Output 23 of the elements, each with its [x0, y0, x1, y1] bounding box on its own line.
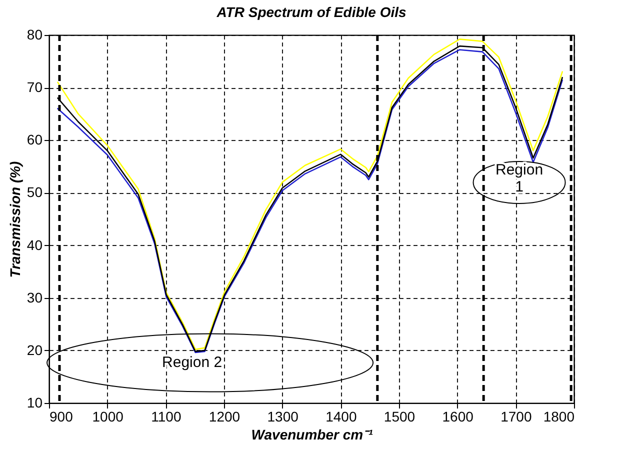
x-tick-label: 1800 [543, 408, 575, 424]
y-tick-label: 30 [26, 289, 43, 306]
y-tick-label: 50 [26, 184, 43, 200]
y-tick-label: 70 [26, 79, 43, 96]
chart-title: ATR Spectrum of Edible Oils [216, 4, 406, 20]
y-axis-title: Transmission (%) [6, 160, 23, 278]
y-tick-label: 80 [26, 26, 43, 42]
x-tick-label: 1400 [326, 408, 357, 424]
x-tick-label: 1100 [151, 408, 182, 424]
y-tick-label: 10 [26, 394, 43, 410]
y-tick-label: 60 [26, 132, 43, 148]
x-tick-label: 1700 [500, 408, 532, 424]
x-tick-label: 1300 [267, 408, 299, 424]
y-tick-label: 20 [26, 342, 43, 358]
annotation: Region 2 [162, 354, 222, 371]
x-tick-label: 1200 [208, 408, 240, 424]
x-tick-label: 1500 [384, 408, 416, 424]
y-tick-label: 40 [26, 236, 43, 253]
x-tick-label: 1600 [442, 408, 474, 424]
annotation: Region 1 [496, 161, 544, 196]
x-axis-title: Wavenumber cm⁻¹ [251, 426, 374, 442]
x-tick-label: 1000 [92, 408, 124, 424]
x-tick-label: 900 [50, 408, 74, 424]
